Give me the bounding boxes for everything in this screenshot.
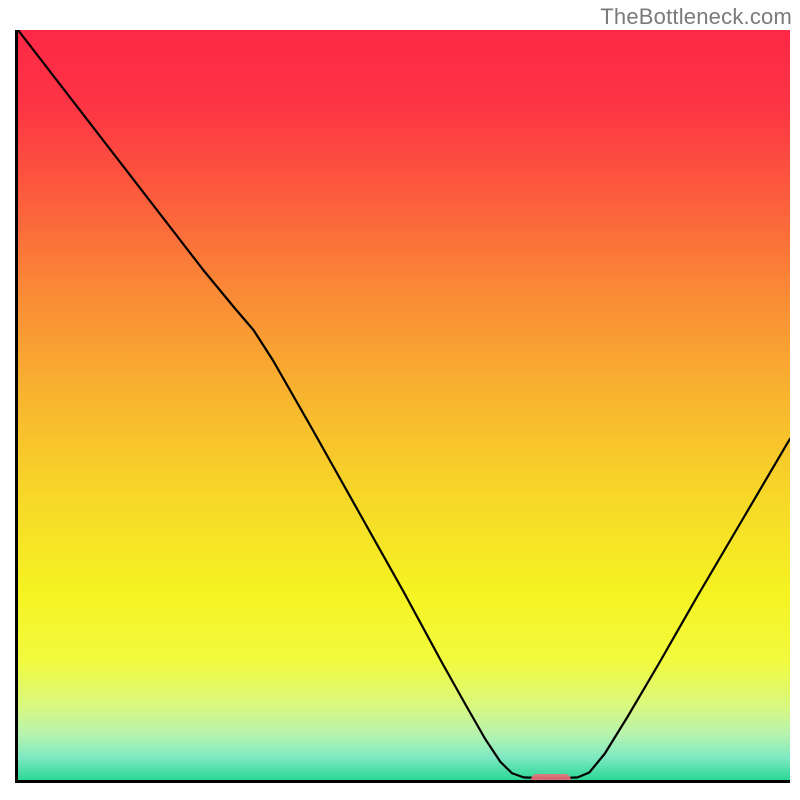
x-axis xyxy=(15,780,790,783)
watermark-text: TheBottleneck.com xyxy=(600,4,792,30)
bottleneck-chart xyxy=(0,0,800,800)
chart-curve xyxy=(18,30,790,780)
plot-area xyxy=(18,30,790,780)
curve-path xyxy=(18,30,790,778)
y-axis xyxy=(15,30,18,783)
